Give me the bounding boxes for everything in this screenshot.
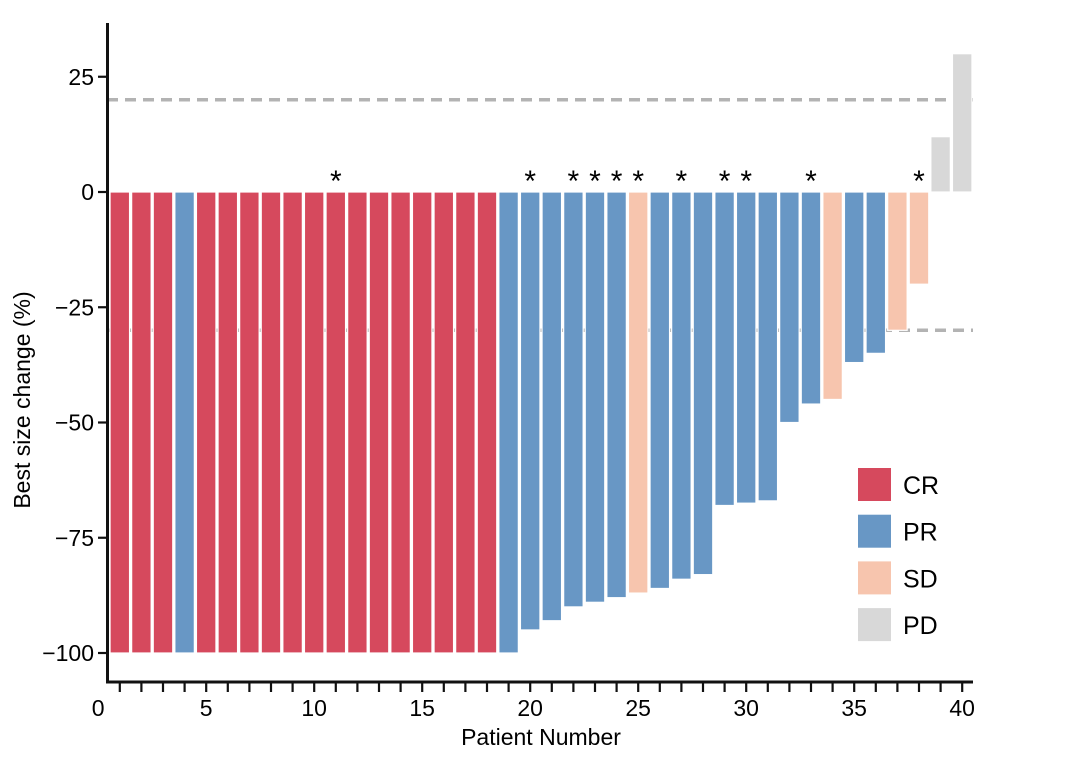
legend-swatch-SD bbox=[858, 561, 891, 595]
x-tick-label-15: 15 bbox=[409, 695, 435, 721]
bar-patient-32 bbox=[779, 191, 800, 424]
bar-patient-22 bbox=[563, 191, 584, 608]
x-tick-label-35: 35 bbox=[841, 695, 867, 721]
bar-patient-36 bbox=[865, 191, 887, 354]
bar-patient-34 bbox=[822, 191, 843, 401]
legend-label-CR: CR bbox=[903, 472, 939, 500]
y-tick-label--100: −100 bbox=[42, 640, 94, 666]
bar-patient-9 bbox=[282, 191, 303, 654]
patient-bars bbox=[109, 53, 973, 654]
bar-patient-23 bbox=[584, 191, 606, 603]
bar-patient-2 bbox=[131, 191, 152, 654]
bar-patient-29 bbox=[714, 191, 735, 507]
bar-patient-27 bbox=[671, 191, 692, 580]
axes bbox=[98, 23, 973, 692]
bar-patient-33 bbox=[800, 191, 822, 405]
bar-patient-25 bbox=[627, 191, 649, 594]
legend-swatch-PD bbox=[858, 608, 891, 642]
bar-patient-8 bbox=[260, 191, 282, 654]
bar-patient-30 bbox=[735, 191, 757, 504]
bar-patient-17 bbox=[455, 191, 476, 654]
bar-patient-10 bbox=[303, 191, 325, 654]
x-tick-label-10: 10 bbox=[301, 695, 327, 721]
legend-swatch-PR bbox=[858, 514, 891, 548]
bar-patient-6 bbox=[217, 191, 239, 654]
bar-patient-18 bbox=[476, 191, 498, 654]
bar-patient-1 bbox=[109, 191, 131, 654]
tick-labels: 0 5 10 15 20 25 30 35 40 25 0 −25 −50 −75 −100 bbox=[42, 64, 975, 721]
star-patient-23: * bbox=[589, 165, 601, 198]
bar-patient-38 bbox=[908, 191, 930, 285]
bar-patient-28 bbox=[692, 191, 714, 576]
star-patient-25: * bbox=[632, 165, 644, 198]
star-patient-22: * bbox=[568, 165, 580, 198]
x-tick-label-30: 30 bbox=[733, 695, 759, 721]
y-tick-label-0: 0 bbox=[81, 179, 94, 205]
bar-patient-7 bbox=[239, 191, 260, 654]
bar-patient-16 bbox=[433, 191, 455, 654]
bar-patient-4 bbox=[174, 191, 195, 654]
legend: CR PR SD PD bbox=[858, 468, 939, 642]
legend-swatch-CR bbox=[858, 468, 891, 501]
star-patient-27: * bbox=[676, 165, 688, 198]
legend-label-SD: SD bbox=[903, 565, 938, 593]
x-tick-label-0: 0 bbox=[92, 695, 105, 721]
star-patient-24: * bbox=[611, 165, 623, 198]
bar-patient-19 bbox=[498, 191, 519, 654]
bar-patient-5 bbox=[195, 191, 217, 654]
star-patient-33: * bbox=[805, 165, 817, 198]
x-tick-label-20: 20 bbox=[517, 695, 543, 721]
x-tick-label-5: 5 bbox=[200, 695, 213, 721]
bar-patient-15 bbox=[411, 191, 433, 654]
bar-patient-14 bbox=[390, 191, 411, 654]
bar-patient-11 bbox=[325, 191, 347, 654]
bar-patient-31 bbox=[757, 191, 779, 502]
bar-patient-12 bbox=[347, 191, 368, 654]
star-annotations: * * * * * * * * * * * bbox=[330, 165, 925, 198]
y-tick-label--75: −75 bbox=[55, 525, 94, 551]
star-patient-38: * bbox=[913, 165, 925, 198]
star-patient-30: * bbox=[740, 165, 752, 198]
x-axis-title: Patient Number bbox=[461, 724, 621, 750]
y-tick-label--25: −25 bbox=[55, 294, 94, 320]
star-patient-29: * bbox=[719, 165, 731, 198]
bar-patient-26 bbox=[649, 191, 671, 590]
x-tick-label-40: 40 bbox=[949, 695, 975, 721]
star-patient-11: * bbox=[330, 165, 342, 198]
bar-patient-20 bbox=[519, 191, 541, 631]
legend-label-PR: PR bbox=[903, 519, 938, 547]
bar-patient-39 bbox=[930, 136, 951, 193]
bar-patient-35 bbox=[843, 191, 865, 364]
star-patient-20: * bbox=[524, 165, 536, 198]
bar-patient-3 bbox=[152, 191, 174, 654]
legend-label-PD: PD bbox=[903, 612, 938, 640]
bar-patient-40 bbox=[951, 53, 973, 193]
bar-patient-37 bbox=[887, 191, 908, 331]
x-tick-label-25: 25 bbox=[625, 695, 651, 721]
bar-patient-21 bbox=[541, 191, 563, 622]
bar-patient-24 bbox=[606, 191, 627, 599]
y-axis-title: Best size change (%) bbox=[9, 291, 35, 508]
y-tick-label-25: 25 bbox=[68, 64, 94, 90]
y-tick-label--50: −50 bbox=[55, 410, 94, 436]
bar-patient-13 bbox=[368, 191, 390, 654]
